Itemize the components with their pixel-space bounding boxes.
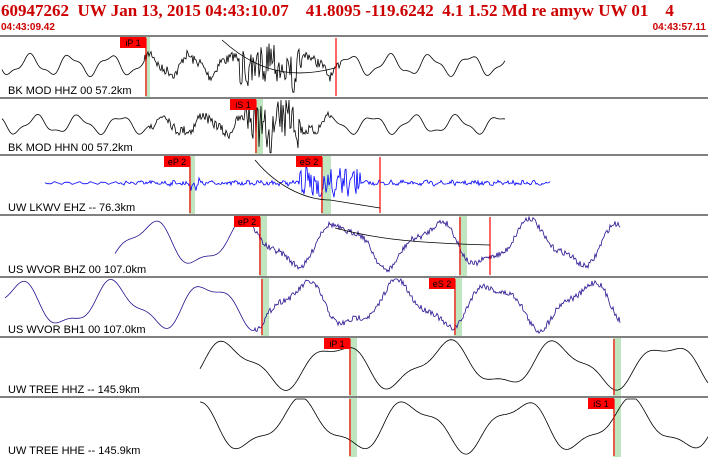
pick-label: eS 2 (433, 279, 452, 289)
trace-row[interactable]: iP 1 BK MOD HHZ 00 57.2km (1, 37, 506, 97)
time-start-label: 04:43:09.42 (1, 22, 55, 33)
waveform-trace (199, 339, 708, 391)
channel-label: UW TREE HHE -- 145.9km (8, 445, 140, 457)
pick-window (613, 398, 621, 457)
pick-flag[interactable] (230, 99, 256, 110)
pick-flag[interactable] (234, 216, 260, 227)
travel-time-curve (334, 227, 491, 246)
pick-label: iP 1 (125, 38, 140, 48)
pick-window (349, 398, 357, 457)
pick-window (259, 216, 267, 276)
waveform-trace (114, 215, 621, 273)
time-end-label: 04:43:57.11 (652, 22, 706, 33)
pick-flag[interactable] (588, 398, 614, 409)
pick-window (349, 338, 357, 396)
pick-flag[interactable] (429, 278, 455, 289)
pick-label: iS 1 (235, 100, 251, 110)
pick-window (321, 156, 331, 214)
channel-label: UW TREE HHZ -- 145.9km (8, 384, 140, 396)
pick-label: iS 1 (593, 399, 609, 409)
travel-time-curve (221, 39, 336, 74)
pick-flag[interactable] (164, 156, 190, 167)
pick-flag[interactable] (324, 338, 350, 349)
waveform-trace (44, 165, 551, 198)
pick-label: eP 2 (238, 217, 256, 227)
pick-flag[interactable] (296, 156, 322, 167)
event-title: 60947262 UW Jan 13, 2015 04:43:10.07 41.… (1, 1, 674, 20)
pick-label: eS 2 (300, 157, 319, 167)
trace-row[interactable]: eP 2 US WVOR BHZ 00 107.0km (8, 215, 621, 276)
pick-window (145, 37, 150, 97)
channel-label: US WVOR BH1 00 107.0km (8, 324, 146, 336)
trace-row[interactable]: iS 1 BK MOD HHN 00 57.2km (1, 99, 506, 154)
trace-row[interactable]: iS 1 UW TREE HHE -- 145.9km (8, 398, 708, 457)
channel-label: UW LKWV EHZ -- 76.3km (8, 202, 135, 214)
pick-window (261, 278, 269, 336)
pick-window (613, 338, 621, 396)
pick-window (454, 278, 462, 336)
trace-row[interactable]: eS 2 US WVOR BH1 00 107.0km (4, 278, 621, 336)
pick-label: iP 1 (329, 339, 344, 349)
channel-label: US WVOR BHZ 00 107.0km (8, 264, 146, 276)
waveform-trace (1, 99, 506, 154)
pick-label: eP 2 (168, 157, 186, 167)
trace-row[interactable]: eP 2 eS 2 UW LKWV EHZ -- 76.3km (8, 156, 551, 214)
waveform-trace (1, 43, 506, 94)
channel-label: BK MOD HHN 00 57.2km (8, 142, 133, 154)
channel-label: BK MOD HHZ 00 57.2km (8, 85, 131, 97)
pick-window (255, 99, 263, 154)
waveform-trace (4, 278, 621, 335)
trace-row[interactable]: iP 1 UW TREE HHZ -- 145.9km (8, 338, 708, 396)
waveform-trace (199, 398, 708, 455)
pick-flag[interactable] (120, 37, 146, 48)
pick-window (459, 216, 467, 276)
event-header: 60947262 UW Jan 13, 2015 04:43:10.07 41.… (0, 0, 708, 36)
travel-time-curve (254, 159, 381, 209)
